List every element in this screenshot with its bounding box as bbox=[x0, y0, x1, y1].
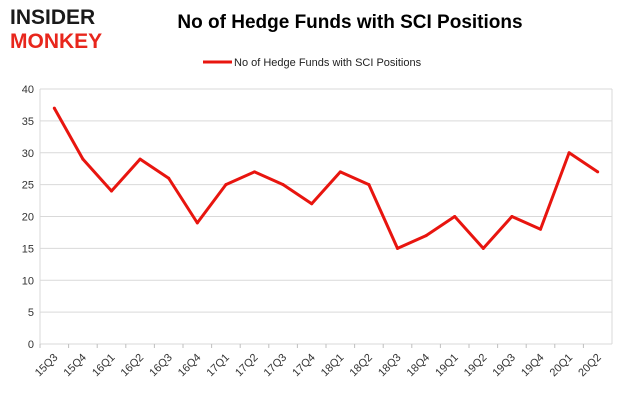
y-tick-label: 20 bbox=[22, 212, 34, 224]
insider-monkey-logo: INSIDER MONKEY bbox=[10, 6, 102, 52]
x-tick-label: 19Q2 bbox=[462, 352, 490, 380]
data-point bbox=[338, 170, 342, 174]
series-layer bbox=[52, 106, 600, 250]
data-point bbox=[81, 157, 85, 161]
chart-title: No of Hedge Funds with SCI Positions bbox=[177, 12, 523, 33]
legend-label: No of Hedge Funds with SCI Positions bbox=[234, 57, 422, 69]
x-tick-label: 18Q3 bbox=[376, 352, 404, 380]
x-tick-label: 18Q4 bbox=[405, 352, 433, 380]
x-tick-label: 17Q2 bbox=[233, 352, 261, 380]
y-tick-label: 35 bbox=[22, 116, 34, 128]
data-point bbox=[138, 157, 142, 161]
data-point bbox=[52, 106, 56, 110]
y-tick-label: 15 bbox=[22, 243, 34, 255]
x-tick-label: 16Q2 bbox=[119, 352, 147, 380]
data-point bbox=[396, 246, 399, 250]
x-tick-label: 15Q3 bbox=[33, 352, 61, 380]
x-tick-label: 16Q3 bbox=[147, 352, 175, 380]
data-point bbox=[510, 215, 514, 218]
x-tick-label: 20Q2 bbox=[576, 352, 604, 380]
y-tick-label: 30 bbox=[22, 148, 34, 160]
x-tick-label: 17Q3 bbox=[262, 352, 290, 380]
data-point bbox=[224, 183, 228, 187]
x-tick-label: 17Q1 bbox=[204, 352, 232, 380]
x-tick-label: 18Q2 bbox=[347, 352, 375, 380]
data-point bbox=[167, 176, 171, 180]
y-tick-label: 25 bbox=[22, 180, 34, 192]
legend: No of Hedge Funds with SCI Positions bbox=[203, 57, 422, 69]
data-point bbox=[281, 183, 285, 187]
x-tick-label: 19Q1 bbox=[433, 352, 461, 380]
y-axis-ticks: 0 5 10 15 20 25 30 35 40 bbox=[22, 84, 34, 351]
data-point bbox=[481, 246, 485, 250]
y-tick-label: 10 bbox=[22, 275, 34, 287]
x-tick-label: 15Q4 bbox=[61, 352, 89, 380]
grid bbox=[39, 88, 613, 345]
data-point bbox=[367, 183, 371, 187]
data-point bbox=[453, 215, 457, 218]
data-point bbox=[253, 170, 256, 174]
x-tick-label: 18Q1 bbox=[319, 352, 347, 380]
y-tick-label: 5 bbox=[28, 307, 34, 319]
logo-line2: MONKEY bbox=[10, 30, 102, 52]
x-tick-label: 17Q4 bbox=[290, 352, 318, 380]
data-point bbox=[195, 221, 199, 225]
x-tick-label: 16Q4 bbox=[176, 352, 204, 380]
x-tick-label: 20Q1 bbox=[548, 352, 576, 380]
y-tick-label: 40 bbox=[22, 84, 34, 96]
x-tick-label: 19Q3 bbox=[490, 352, 518, 380]
x-axis-ticks: 15Q3 15Q4 16Q1 16Q2 16Q3 16Q4 17Q1 17Q2 17Q3 17Q4… bbox=[33, 344, 604, 379]
data-point bbox=[567, 151, 571, 155]
x-tick-label: 16Q1 bbox=[90, 352, 118, 380]
y-tick-label: 0 bbox=[28, 339, 34, 351]
series-line bbox=[52, 107, 599, 250]
data-point bbox=[310, 202, 314, 206]
logo-line1: INSIDER bbox=[10, 6, 95, 29]
data-point bbox=[596, 170, 600, 174]
x-tick-label: 19Q4 bbox=[519, 352, 547, 380]
data-point bbox=[424, 234, 428, 238]
data-point bbox=[539, 227, 542, 231]
data-point bbox=[110, 189, 113, 193]
